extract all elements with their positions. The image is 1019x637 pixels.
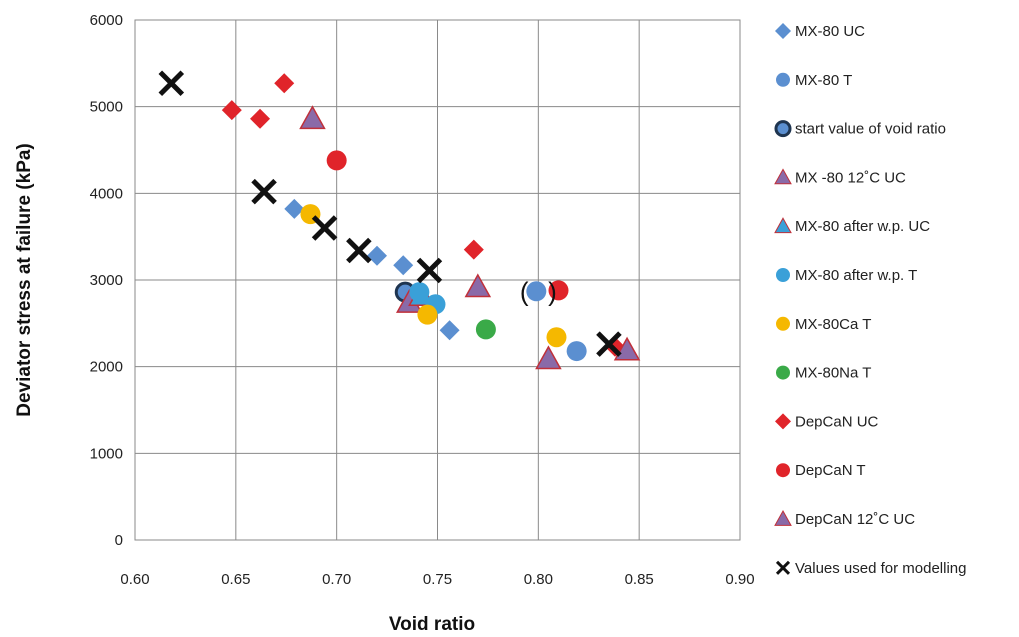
data-point <box>311 215 338 241</box>
data-point <box>613 336 641 361</box>
legend-label: DepCaN 12˚C UC <box>795 511 915 528</box>
data-point <box>299 105 326 130</box>
data-point <box>439 320 460 341</box>
x-tick-label: 0.65 <box>221 571 250 588</box>
legend-marker <box>776 316 790 331</box>
legend-label: MX-80 after w.p. UC <box>795 218 930 235</box>
legend-label: Values used for modelling <box>795 560 967 577</box>
data-point <box>251 178 277 205</box>
data-point <box>284 198 305 219</box>
legend-label: MX-80 after w.p. T <box>795 267 917 284</box>
legend-marker <box>774 217 792 234</box>
annotations: () <box>520 276 557 306</box>
y-tick-label: 2000 <box>90 359 123 376</box>
x-tick-label: 0.75 <box>423 571 452 588</box>
plot-border <box>134 19 741 541</box>
y-tick-label: 5000 <box>90 99 123 116</box>
data-point <box>463 239 484 260</box>
legend-label: MX -80 12˚C UC <box>795 169 906 186</box>
y-axis-title: Deviator stress at failure (kPa) <box>14 143 35 417</box>
data-point <box>548 280 569 301</box>
legend-marker <box>774 120 792 138</box>
x-axis-ticks: 0.60 0.65 0.70 0.75 0.80 0.85 0.90 <box>120 571 754 588</box>
data-point <box>346 237 372 264</box>
data-point <box>566 341 587 362</box>
x-tick-label: 0.90 <box>725 571 754 588</box>
legend-marker <box>776 463 790 478</box>
y-tick-label: 6000 <box>90 12 123 29</box>
data-point <box>409 282 430 303</box>
data-point <box>526 281 547 302</box>
data-point <box>221 100 242 121</box>
legend-label: MX-80 UC <box>795 23 865 40</box>
legend-label: start value of void ratio <box>795 121 946 138</box>
data-point <box>250 108 271 129</box>
data-markers <box>158 70 641 370</box>
data-point <box>367 245 387 266</box>
legend-marker <box>774 509 792 526</box>
data-point <box>393 255 414 276</box>
data-point <box>158 70 185 97</box>
data-point <box>417 304 438 325</box>
legend-marker <box>775 413 791 430</box>
legend-marker <box>775 23 791 39</box>
y-tick-label: 4000 <box>90 185 123 202</box>
y-tick-label: 3000 <box>90 272 123 289</box>
y-axis-ticks: 0 1000 2000 3000 4000 5000 6000 <box>90 12 123 549</box>
data-point <box>274 73 295 94</box>
legend-marker <box>775 560 791 575</box>
plot-area <box>134 19 741 541</box>
data-point <box>464 273 492 298</box>
legend-marker <box>774 168 792 185</box>
legend-marker <box>776 72 790 87</box>
data-point <box>535 345 562 370</box>
x-tick-label: 0.60 <box>120 571 149 588</box>
legend-label: DepCaN UC <box>795 413 879 430</box>
legend-label: DepCaN T <box>795 462 866 479</box>
legend: MX-80 UC MX-80 T start value of void ratio… <box>774 23 967 577</box>
legend-marker <box>776 268 790 282</box>
data-point <box>326 150 347 171</box>
x-tick-label: 0.70 <box>322 571 351 588</box>
legend-label: MX-80 T <box>795 72 852 89</box>
annotation-bracket: ( <box>520 276 529 306</box>
annotation-bracket: ) <box>548 276 557 306</box>
data-point <box>546 327 567 348</box>
legend-marker <box>776 365 790 380</box>
y-tick-label: 1000 <box>90 445 123 462</box>
data-point <box>596 331 622 357</box>
x-tick-label: 0.80 <box>524 571 553 588</box>
x-axis-title: Void ratio <box>389 614 475 635</box>
legend-label: MX-80Na T <box>795 365 871 382</box>
x-tick-label: 0.85 <box>625 571 654 588</box>
data-point <box>475 319 496 340</box>
data-point <box>416 257 443 284</box>
legend-label: MX-80Ca T <box>795 316 871 333</box>
y-tick-label: 0 <box>115 532 123 549</box>
